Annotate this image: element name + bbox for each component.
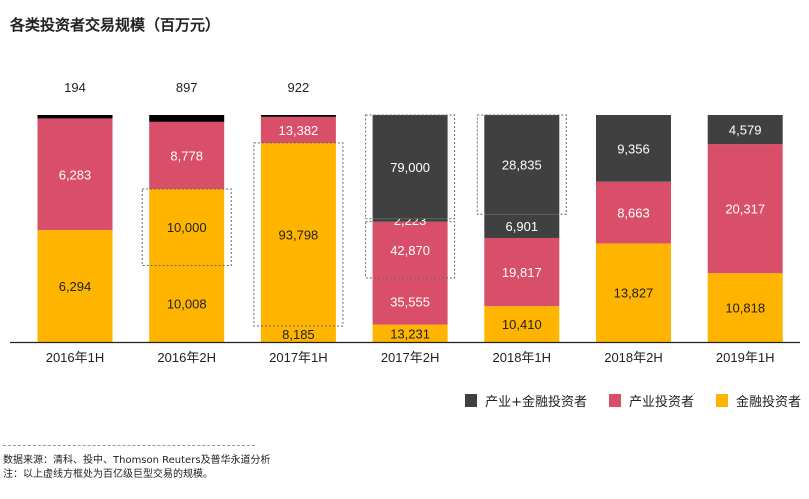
data-label: 13,827 [614,286,654,301]
x-tick-label: 2018年2H [604,350,663,365]
x-tick-label: 2016年1H [46,350,105,365]
bar-segment [149,188,225,266]
megadeal-dashed-box [253,142,344,327]
bar-segment [707,144,783,274]
bar-segment [484,115,560,215]
legend-label: 产业+金融投资者 [485,395,587,410]
x-tick-label: 2016年2H [157,350,216,365]
data-label: 10,818 [725,301,765,316]
bar-segment [149,265,225,342]
data-label: 9,356 [617,141,650,156]
bar-segment [372,115,448,219]
bar-segment [37,230,113,342]
legend: 产业+金融投资者 产业投资者 金融投资者 [465,391,801,410]
legend-swatch [608,394,621,407]
x-tick-label: 2019年1H [716,350,775,365]
data-label: 6,294 [59,279,92,294]
data-label: 13,382 [279,123,319,138]
bar-total-label: 897 [176,80,198,95]
stacked-bar-chart: 6,294 6,283 194 2016年1H 10,008 10,000 8,778 897… [10,80,800,365]
legend-label: 金融投资者 [735,395,801,410]
megadeal-dashed-box [476,114,567,215]
bar-segment [372,277,448,325]
legend-label: 产业投资者 [628,395,694,410]
data-label: 42,870 [390,243,430,258]
data-label: 10,410 [502,317,542,332]
data-label: 6,283 [59,167,92,182]
chart-title: 各类投资者交易规模（百万元） [10,16,221,34]
bar-segment [260,142,336,327]
bar-segment [707,115,783,145]
megadeal-dashed-box [365,114,456,220]
data-label: 20,317 [725,202,765,217]
bar-segment [707,273,783,342]
bar-segment [260,326,336,342]
divider [3,445,255,446]
bar-segment [484,214,560,238]
bar-segment [37,118,113,231]
data-label: 28,835 [502,158,542,173]
data-label: 10,008 [167,297,207,312]
data-label: 79,000 [390,160,430,175]
data-label: 13,231 [390,326,430,341]
bar-segment [149,115,225,122]
bar-segment [37,115,113,119]
bar-segment [372,218,448,222]
bar-segment [372,324,448,342]
data-label: 6,901 [506,219,539,234]
source-note: 数据来源：清科、投中、Thomson Reuters及普华永道分析 [3,455,271,466]
legend-item-industry: 产业投资者 [608,391,694,410]
bar-total-label: 194 [64,80,86,95]
data-label: 10,000 [167,220,207,235]
data-label: 35,555 [390,294,430,309]
footnote: 注：以上虚线方框处为百亿级巨型交易的规模。 [3,469,213,480]
bar-segment [484,306,560,342]
data-label: 8,778 [170,148,203,163]
data-label: 93,798 [279,227,319,242]
data-label: 4,579 [729,123,762,138]
bar-segment [260,116,336,143]
legend-item-finance: 金融投资者 [715,391,801,410]
legend-swatch [715,394,728,407]
bar-segment [484,237,560,307]
bar-segment [260,115,336,117]
x-tick-label: 2017年2H [381,350,440,365]
megadeal-dashed-box [365,221,456,279]
legend-swatch [465,394,478,407]
bar-segment [596,115,671,182]
data-label: 8,663 [617,206,650,221]
legend-item-industry-finance: 产业+金融投资者 [465,391,587,410]
megadeal-dashed-box [141,188,232,266]
bar-segment [596,243,671,342]
bar-segment [149,121,225,189]
bar-segment [372,221,448,278]
x-tick-label: 2018年1H [493,350,552,365]
x-tick-label: 2017年1H [269,350,328,365]
bar-segment [596,181,671,244]
data-label: 8,185 [282,327,315,342]
bar-total-label: 922 [288,80,310,95]
data-label: 19,817 [502,265,542,280]
